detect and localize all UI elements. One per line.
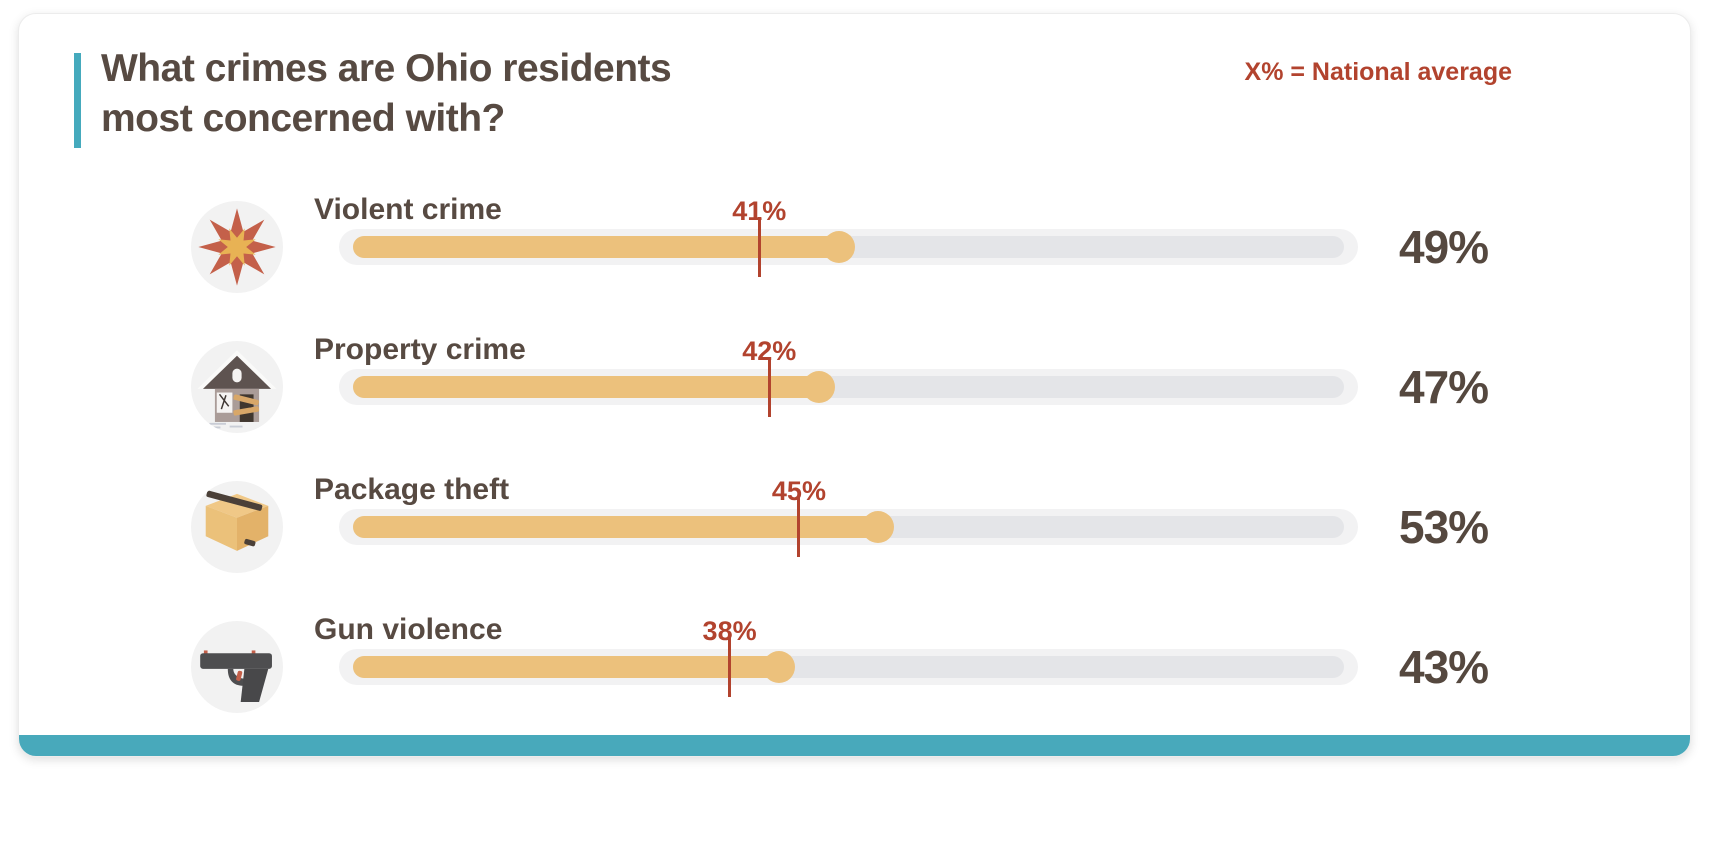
bar-endpoint-dot [862, 511, 895, 543]
bar-endpoint-dot [763, 651, 796, 683]
bar-area: Gun violence 38% [314, 597, 1358, 737]
infographic-card: What crimes are Ohio residents most conc… [18, 13, 1691, 757]
house-icon [191, 341, 283, 433]
title-accent-bar [74, 53, 81, 148]
bar-background: 38% [339, 616, 1358, 697]
row-label: Package theft [314, 473, 510, 506]
bar-endpoint-dot [822, 231, 855, 263]
bar-track: 42% [353, 336, 1344, 417]
bar-track: 41% [353, 196, 1344, 277]
chart-row-property-crime: Property crime 42% 47% [19, 317, 1690, 457]
bar-fill [353, 651, 796, 683]
bar-area: Violent crime 41% [314, 177, 1358, 317]
national-average-label: 38% [702, 616, 757, 646]
page-title: What crimes are Ohio residents most conc… [101, 44, 672, 144]
page-title-line1: What crimes are Ohio residents [101, 47, 672, 90]
row-value: 47% [1399, 361, 1489, 413]
chart-row-violent-crime: Violent crime 41% 49% [19, 177, 1690, 317]
page-title-line2: most concerned with? [101, 97, 505, 140]
bar-area: Property crime 42% [314, 317, 1358, 457]
chart-row-package-theft: Package theft 45% 53% [19, 457, 1690, 597]
bar-area: Package theft 45% [314, 457, 1358, 597]
national-average-label: 41% [732, 196, 787, 226]
package-icon [191, 481, 283, 573]
national-average-marker [767, 357, 771, 417]
bar-track: 45% [353, 476, 1344, 557]
bar-fill [353, 511, 895, 543]
national-average-legend: X% = National average [1244, 58, 1512, 86]
explosion-icon [191, 201, 283, 293]
row-label: Gun violence [314, 613, 503, 646]
bar-background: 42% [339, 336, 1358, 417]
national-average-marker [797, 497, 801, 557]
row-label: Violent crime [314, 193, 502, 226]
row-value: 49% [1399, 221, 1489, 273]
bar-fill [353, 231, 855, 263]
bar-endpoint-dot [802, 371, 835, 403]
chart-rows: Violent crime 41% 49% [19, 177, 1690, 737]
bar-fill [353, 371, 835, 403]
national-average-marker [757, 217, 761, 277]
national-average-marker [728, 637, 732, 697]
bar-track: 38% [353, 616, 1344, 697]
national-average-label: 45% [771, 476, 826, 506]
chart-row-gun-violence: Gun violence 38% 43% [19, 597, 1690, 737]
row-value: 43% [1399, 641, 1489, 693]
national-average-label: 42% [742, 336, 797, 366]
row-value: 53% [1399, 501, 1489, 553]
row-label: Property crime [314, 333, 526, 366]
gun-icon [191, 621, 283, 713]
bar-background: 41% [339, 196, 1358, 277]
bar-background: 45% [339, 476, 1358, 557]
bottom-accent-strip [19, 735, 1690, 756]
